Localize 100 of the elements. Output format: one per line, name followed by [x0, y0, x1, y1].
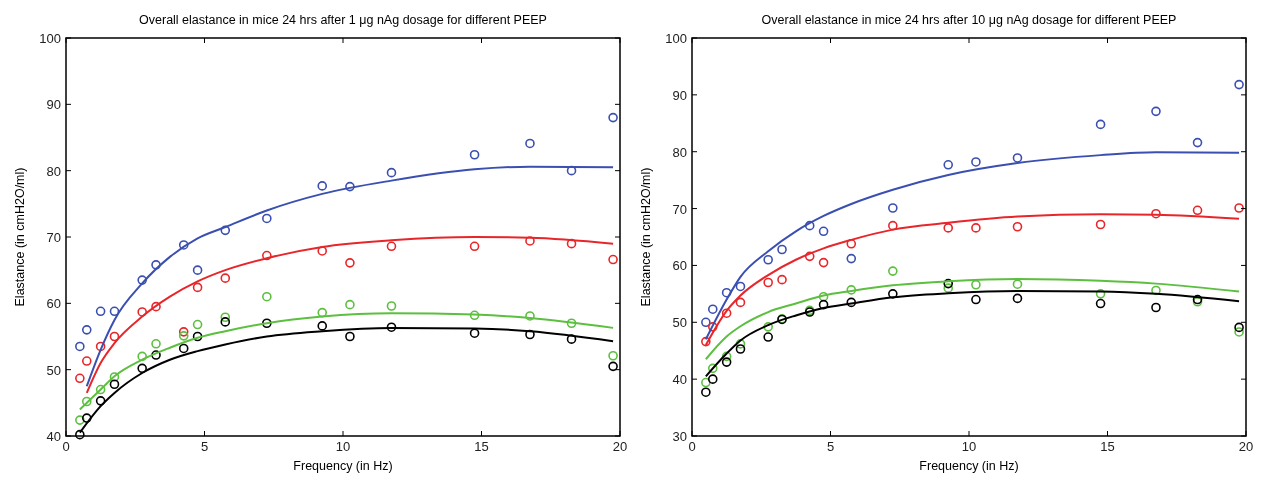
point [469, 328, 480, 338]
y-tick-label: 40 [672, 372, 687, 388]
point [701, 317, 711, 328]
y-tick-label: 80 [672, 144, 687, 160]
point [735, 339, 746, 349]
x-tick-label: 15 [474, 439, 489, 454]
point [721, 308, 732, 318]
y-axis-title: Elastance (in cmH2O/ml) [639, 167, 653, 307]
y-axis-title: Elastance (in cmH2O/ml) [13, 167, 27, 307]
point [95, 396, 106, 406]
point [608, 254, 618, 265]
point [1151, 208, 1161, 219]
point [525, 329, 535, 340]
x-tick-label: 10 [335, 439, 351, 454]
x-tick-label: 0 [62, 439, 70, 454]
point [818, 257, 829, 268]
point [178, 327, 189, 337]
x-tick-label: 5 [826, 439, 835, 454]
point [345, 299, 355, 310]
y-tick-label: 50 [672, 315, 687, 331]
point [95, 306, 106, 317]
point [262, 250, 272, 261]
x-tick-label: 0 [688, 439, 696, 454]
point [818, 299, 829, 310]
point [81, 325, 92, 335]
point [701, 387, 711, 398]
x-tick-label: 20 [1238, 439, 1254, 454]
point [1095, 289, 1106, 299]
point [846, 253, 857, 264]
point [75, 341, 85, 352]
point [721, 351, 732, 362]
point [137, 307, 147, 317]
point [220, 312, 231, 323]
point [262, 291, 272, 302]
point [777, 244, 787, 255]
point [888, 289, 898, 299]
point [525, 236, 535, 246]
point [178, 331, 189, 341]
point [109, 379, 120, 390]
point [971, 294, 981, 305]
line-series [85, 236, 615, 394]
point [137, 275, 147, 285]
point [777, 274, 787, 285]
point [888, 220, 898, 231]
point [1151, 285, 1161, 296]
point [763, 254, 773, 265]
point [1151, 302, 1161, 313]
x-tick-label: 20 [612, 439, 628, 454]
point [151, 339, 161, 349]
point [469, 149, 480, 160]
point [178, 240, 189, 250]
line-series [85, 165, 615, 388]
point [735, 344, 746, 354]
point [386, 301, 397, 311]
point [1192, 205, 1203, 216]
point [75, 415, 85, 425]
point [81, 413, 92, 423]
y-tick-label: 90 [672, 87, 687, 103]
point [701, 377, 711, 388]
y-tick-label: 100 [39, 31, 61, 46]
point [220, 225, 231, 236]
point [707, 374, 718, 384]
point [1095, 219, 1106, 230]
point [1234, 79, 1244, 90]
x-tick-label: 15 [1100, 439, 1115, 454]
point [137, 363, 147, 374]
point [75, 373, 85, 384]
point [345, 331, 355, 342]
point [317, 307, 328, 318]
point [317, 321, 328, 331]
y-tick-label: 100 [665, 31, 687, 46]
point [721, 357, 732, 367]
point [608, 361, 618, 372]
point [566, 334, 577, 344]
point [95, 341, 106, 352]
point [81, 356, 92, 366]
point [763, 332, 773, 342]
point [109, 372, 120, 382]
point [943, 159, 954, 170]
point [525, 311, 535, 321]
y-tick-label: 40 [46, 429, 61, 444]
point [735, 281, 746, 292]
point [192, 319, 203, 330]
point [137, 351, 147, 362]
point [220, 317, 231, 327]
point [1234, 327, 1244, 337]
point [81, 396, 92, 407]
point [386, 167, 397, 178]
y-tick-label: 60 [672, 258, 687, 274]
point [566, 238, 577, 249]
point [707, 322, 718, 332]
point [566, 318, 577, 329]
point [763, 277, 773, 288]
x-tick-label: 5 [200, 439, 209, 454]
point [846, 297, 857, 308]
point [721, 287, 732, 298]
point [1012, 153, 1023, 163]
y-tick-label: 90 [46, 97, 61, 113]
point [469, 310, 480, 321]
x-tick-label: 10 [961, 439, 977, 454]
